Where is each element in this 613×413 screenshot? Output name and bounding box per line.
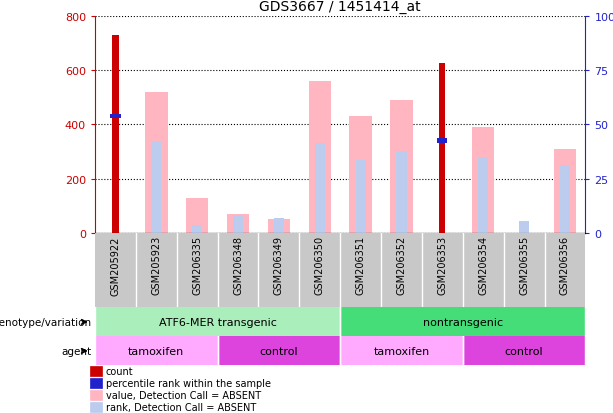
Text: rank, Detection Call = ABSENT: rank, Detection Call = ABSENT	[105, 402, 256, 412]
Text: agent: agent	[62, 346, 92, 356]
Bar	[90, 402, 102, 412]
Bar	[227, 214, 249, 233]
Bar	[308, 82, 331, 233]
Text: control: control	[504, 346, 544, 356]
Bar	[218, 233, 259, 308]
Text: control: control	[259, 346, 299, 356]
Bar	[112, 36, 118, 233]
Text: GSM205923: GSM205923	[151, 235, 161, 295]
Bar	[463, 337, 585, 366]
Bar	[422, 233, 463, 308]
Text: tamoxifen: tamoxifen	[128, 346, 185, 356]
Bar	[472, 128, 495, 233]
Bar	[299, 233, 340, 308]
Bar	[95, 308, 340, 337]
Bar	[560, 166, 570, 233]
Bar	[544, 233, 585, 308]
Bar	[233, 216, 243, 233]
Bar	[440, 64, 446, 233]
Bar	[259, 233, 299, 308]
Text: GSM206353: GSM206353	[438, 235, 447, 294]
Bar	[95, 337, 218, 366]
Bar	[151, 141, 161, 233]
Text: GSM206348: GSM206348	[233, 235, 243, 294]
Text: GSM205922: GSM205922	[110, 235, 120, 295]
Bar	[274, 218, 284, 233]
Bar	[90, 390, 102, 400]
Text: GSM206354: GSM206354	[478, 235, 488, 294]
Bar	[110, 115, 121, 119]
Bar	[136, 233, 177, 308]
Text: value, Detection Call = ABSENT: value, Detection Call = ABSENT	[105, 390, 261, 400]
Bar	[340, 337, 463, 366]
Bar	[356, 160, 366, 233]
Bar	[314, 144, 325, 233]
Text: GSM206355: GSM206355	[519, 235, 529, 295]
Bar	[90, 366, 102, 376]
Bar	[397, 152, 406, 233]
Bar	[340, 233, 381, 308]
Text: tamoxifen: tamoxifen	[373, 346, 430, 356]
Bar	[177, 233, 218, 308]
Bar	[192, 225, 202, 233]
Bar	[145, 93, 167, 233]
Bar	[437, 139, 447, 143]
Text: GSM206356: GSM206356	[560, 235, 570, 294]
Bar	[218, 337, 340, 366]
Title: GDS3667 / 1451414_at: GDS3667 / 1451414_at	[259, 0, 421, 14]
Bar	[504, 233, 544, 308]
Bar	[519, 221, 529, 233]
Bar	[340, 308, 585, 337]
Text: GSM206352: GSM206352	[397, 235, 406, 295]
Bar	[349, 117, 372, 233]
Text: GSM206351: GSM206351	[356, 235, 365, 294]
Text: GSM206349: GSM206349	[274, 235, 284, 294]
Text: nontransgenic: nontransgenic	[423, 317, 503, 327]
Bar	[90, 378, 102, 388]
Bar	[381, 233, 422, 308]
Bar	[95, 233, 136, 308]
Bar	[268, 220, 290, 233]
Text: GSM206350: GSM206350	[315, 235, 325, 294]
Bar	[463, 233, 504, 308]
Text: GSM206335: GSM206335	[192, 235, 202, 294]
Text: genotype/variation: genotype/variation	[0, 317, 92, 327]
Bar	[186, 198, 208, 233]
Bar	[478, 157, 489, 233]
Text: ATF6-MER transgenic: ATF6-MER transgenic	[159, 317, 276, 327]
Bar	[390, 100, 413, 233]
Text: count: count	[105, 366, 134, 376]
Bar	[554, 150, 576, 233]
Text: percentile rank within the sample: percentile rank within the sample	[105, 378, 271, 388]
